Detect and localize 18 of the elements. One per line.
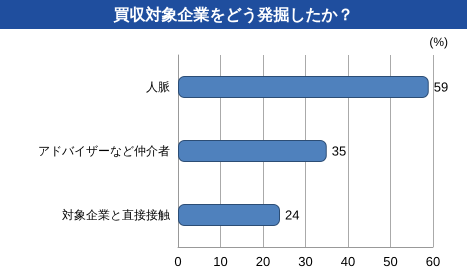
- data-label: 35: [332, 144, 346, 158]
- y-tick-label: 人脈: [146, 80, 170, 94]
- y-tick-label: 対象企業と直接接触: [62, 208, 170, 222]
- x-tick-label: 60: [426, 254, 440, 269]
- x-tick-label: 10: [213, 254, 228, 269]
- y-tick-label: アドバイザーなど仲介者: [38, 144, 170, 158]
- x-tick-label: 50: [383, 254, 398, 269]
- x-tick-label: 0: [174, 254, 182, 269]
- bar: [178, 204, 280, 226]
- bar: [178, 140, 327, 162]
- x-tick-label: 20: [256, 254, 270, 269]
- x-tick-label: 30: [298, 254, 313, 269]
- data-label: 59: [434, 80, 448, 94]
- data-label: 24: [285, 208, 300, 222]
- chart-title: 買収対象企業をどう発掘したか？: [0, 0, 467, 29]
- bar: [178, 76, 429, 98]
- x-axis-title: (%): [429, 35, 448, 49]
- x-tick-label: 40: [340, 254, 356, 269]
